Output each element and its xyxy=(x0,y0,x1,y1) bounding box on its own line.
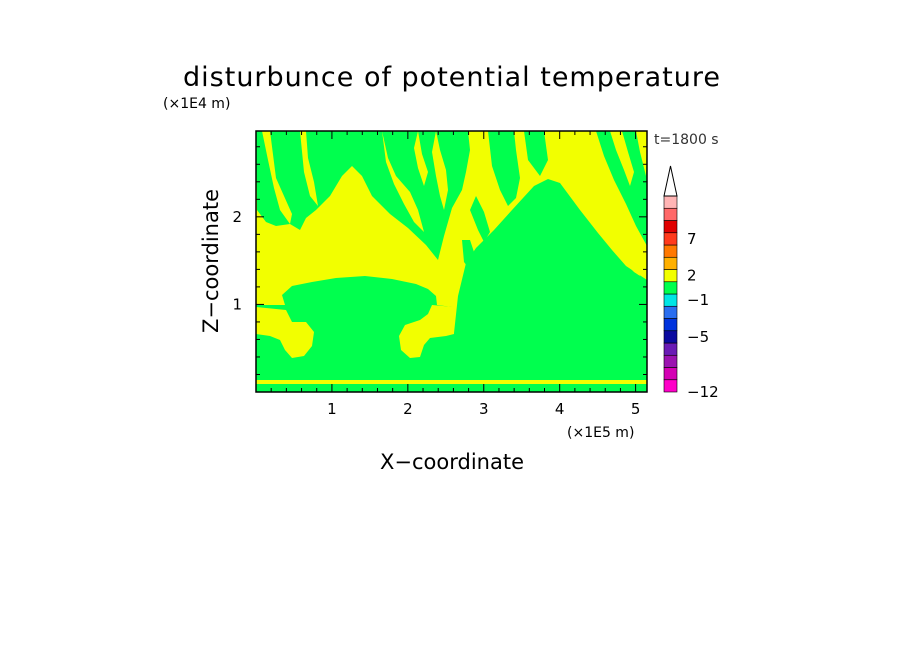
colorbar-level xyxy=(663,318,678,332)
colorbar-extend-arrow xyxy=(663,165,678,197)
y-axis-unit: (×1E4 m) xyxy=(163,96,230,112)
colorbar-level xyxy=(663,244,678,258)
plot-frame xyxy=(255,130,648,393)
y-axis-label: Z−coordinate xyxy=(199,189,223,333)
colorbar-label: 2 xyxy=(687,267,697,285)
colorbar-level xyxy=(663,330,678,344)
colorbar-label: −12 xyxy=(687,383,719,401)
field-upper-left-green xyxy=(256,131,470,260)
colorbar-level xyxy=(663,293,678,307)
colorbar-level xyxy=(663,195,678,209)
x-tick-label: 5 xyxy=(631,400,641,418)
y-tick-label: 2 xyxy=(232,208,242,226)
x-tick-label: 3 xyxy=(479,400,489,418)
x-tick-label: 1 xyxy=(327,400,337,418)
colorbar-level xyxy=(663,305,678,319)
x-axis-unit: (×1E5 m) xyxy=(567,425,634,441)
colorbar-level xyxy=(663,281,678,295)
colorbar-level xyxy=(663,256,678,270)
colorbar-level xyxy=(663,354,678,368)
colorbar-level xyxy=(663,207,678,221)
x-tick-label: 2 xyxy=(403,400,413,418)
colorbar-label: −5 xyxy=(687,328,709,346)
colorbar-level xyxy=(663,269,678,283)
colorbar-level xyxy=(663,342,678,356)
x-tick-label: 4 xyxy=(555,400,565,418)
field-center-lobe xyxy=(399,305,454,358)
colorbar-label: −1 xyxy=(687,291,709,309)
colorbar-level xyxy=(663,379,678,393)
colorbar-level xyxy=(663,220,678,234)
time-label: t=1800 s xyxy=(654,132,719,148)
field-left-lobe xyxy=(256,307,314,358)
field-lower-layer xyxy=(256,179,647,392)
colorbar-level xyxy=(663,367,678,381)
field-bottom-strip xyxy=(256,380,647,384)
y-tick-label: 1 xyxy=(232,295,242,313)
field-right-yellow-streaks xyxy=(540,131,640,276)
colorbar-label: 7 xyxy=(687,230,697,248)
x-axis-label: X−coordinate xyxy=(380,450,524,474)
chart-title: disturbunce of potential temperature xyxy=(183,62,721,93)
colorbar: −12−5−127 xyxy=(663,165,719,401)
colorbar-level xyxy=(663,232,678,246)
axes: 1 2 3 4 5 1 2 xyxy=(232,131,647,418)
plot-area xyxy=(256,131,647,392)
